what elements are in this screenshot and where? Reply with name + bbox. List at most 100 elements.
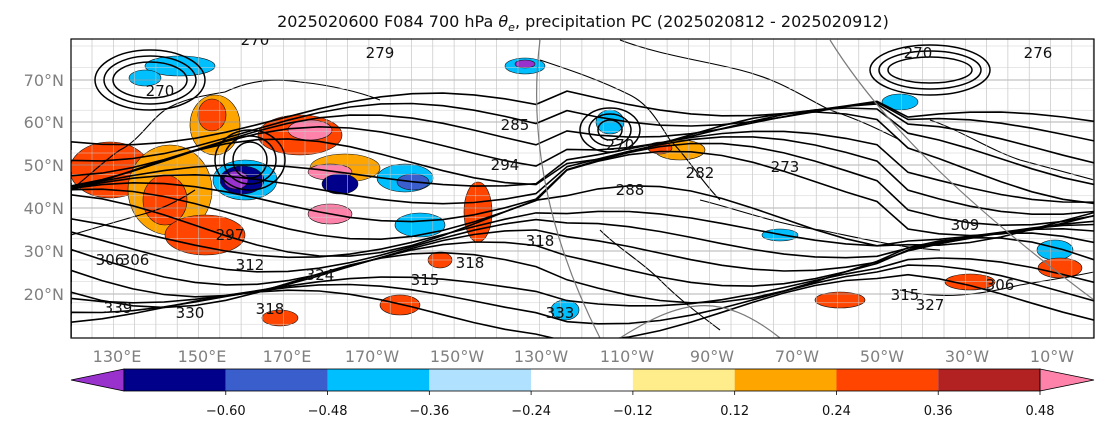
lon-tick-label: 170°E [263, 347, 312, 366]
colorbar-tick-label: −0.48 [308, 404, 348, 419]
chart-title: 2025020600 F084 700 hPa θe, precipitatio… [277, 12, 889, 34]
precip-patch [197, 98, 227, 132]
contour-label: 339 [104, 299, 133, 317]
contour-label: 318 [256, 300, 285, 318]
contour-label: 273 [771, 158, 800, 176]
colorbar-tick-label: 0.48 [1026, 404, 1055, 419]
lon-tick-label: 150°W [430, 347, 485, 366]
lat-tick-label: 60°N [24, 113, 64, 132]
contour-label: 315 [411, 271, 440, 289]
precip-patch [164, 214, 246, 256]
theta-e-contour [71, 111, 1094, 205]
coastline [929, 119, 1094, 181]
precip-patch [944, 273, 996, 291]
coastline [71, 189, 196, 236]
colorbar-tick-label: −0.24 [511, 404, 551, 419]
colorbar-segment [734, 369, 837, 391]
longitude-tick-labels: 130°E 150°E 170°E 170°W 150°W 130°W 110°W 90°W 7… [93, 347, 1075, 366]
coastline [224, 79, 381, 101]
precip-patch [321, 173, 359, 195]
contour-label: 330 [176, 304, 205, 322]
theta-e-closed-contour [597, 119, 623, 141]
contour-label: 318 [526, 232, 555, 250]
theta-e-contour [71, 273, 1094, 338]
colorbar-segment [429, 369, 532, 391]
theta-e-contour [71, 107, 1094, 187]
lon-tick-label: 50°W [860, 347, 904, 366]
colorbar-segment [531, 369, 633, 391]
lon-tick-label: 110°W [600, 347, 655, 366]
theta-e-closed-contour [869, 44, 991, 96]
precip-patch [1036, 239, 1074, 261]
lon-tick-label: 150°E [178, 347, 227, 366]
precip-patch [128, 69, 162, 87]
colorbar-tick-label: −0.60 [206, 404, 246, 419]
lon-tick-label: 10°W [1030, 347, 1074, 366]
theta-e-closed-contour [878, 50, 982, 90]
colorbar-arrow-high [1039, 368, 1095, 392]
theta-e-contour [71, 257, 1094, 315]
theta-e-contour [71, 218, 1094, 273]
map-frame [70, 38, 1095, 339]
colorbar-segment [938, 369, 1040, 391]
contour-label: 288 [616, 181, 645, 199]
precip-patch [287, 119, 333, 141]
coastline [599, 229, 721, 331]
contour-label: 297 [216, 226, 245, 244]
projection-curve [829, 39, 1094, 301]
lat-tick-label: 40°N [24, 199, 64, 218]
projection-curve [619, 305, 781, 338]
lon-tick-label: 90°W [690, 347, 734, 366]
theta-e-closed-contour [588, 113, 632, 147]
coastline [619, 39, 901, 141]
precip-patch [261, 309, 299, 327]
contour-label: 318 [456, 254, 485, 272]
colorbar-segment [632, 369, 735, 391]
theta-e-closed-contour [223, 135, 277, 185]
theta-e-contour [71, 236, 1094, 309]
theta-e-contour [71, 150, 1094, 241]
colorbar-segment [327, 369, 430, 391]
contour-label: 270 [904, 44, 933, 62]
contour-label: 312 [236, 256, 265, 274]
colorbar-segment [124, 369, 226, 391]
colorbar-tick-label: −0.36 [409, 404, 449, 419]
contour-label: 333 [546, 304, 575, 322]
theta-e-contour [71, 227, 1094, 286]
precip-patch [1037, 257, 1083, 279]
lat-tick-label: 30°N [24, 242, 64, 261]
lon-tick-label: 70°W [775, 347, 819, 366]
precip-patch [394, 212, 446, 238]
contour-label: 270 [146, 82, 175, 100]
contour-label: 270 [606, 136, 635, 154]
contour-label: 315 [891, 286, 920, 304]
theta-e-contour [71, 136, 1094, 216]
theta-e-closed-contour [94, 49, 206, 111]
coastline [71, 91, 226, 191]
precip-patch [144, 55, 216, 77]
colorbar-arrow-low [70, 368, 125, 392]
contour-label: 306 [96, 251, 125, 269]
contour-label: 324 [306, 266, 335, 284]
theta-e-contour [71, 90, 1094, 150]
precip-patch [814, 291, 866, 309]
theta-e-closed-contour [103, 55, 197, 105]
contour-label: 306 [986, 276, 1015, 294]
contour-label: 327 [916, 296, 945, 314]
coastline [539, 59, 721, 201]
theta-e-closed-contour [232, 141, 268, 179]
theta-e-contours [71, 39, 1094, 338]
theta-e-contour [71, 210, 1094, 260]
lat-tick-label: 20°N [24, 285, 64, 304]
theta-e-closed-contour [887, 56, 973, 84]
theta-e-contour [71, 103, 1094, 177]
precip-patch [379, 294, 421, 316]
latitude-tick-labels: 70°N 60°N 50°N 40°N 30°N 20°N [24, 71, 64, 304]
theta-e-closed-contour [112, 61, 188, 99]
colorbar-tick-label: 0.12 [720, 404, 749, 419]
contour-label: 279 [366, 44, 395, 62]
colorbar-segment [836, 369, 939, 391]
contour-label: 282 [686, 164, 715, 182]
